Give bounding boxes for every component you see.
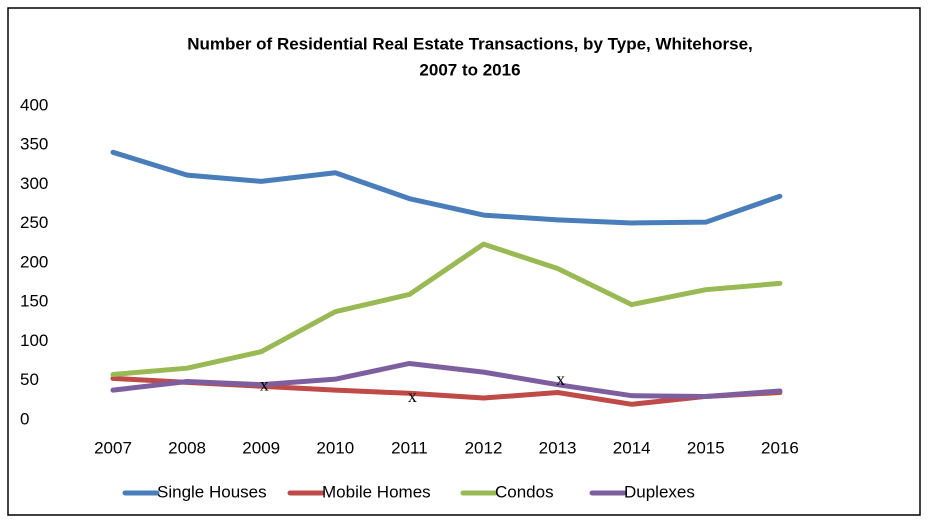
y-tick-label: 100 [20, 331, 48, 350]
x-tick-label: 2011 [391, 438, 428, 457]
x-tick-label: 2013 [539, 438, 577, 457]
annotation: x [260, 374, 269, 394]
chart-title: Number of Residential Real Estate Transa… [187, 34, 753, 53]
legend-label: Duplexes [624, 482, 695, 501]
y-tick-label: 150 [20, 292, 48, 311]
x-tick-label: 2010 [316, 438, 354, 457]
x-tick-label: 2012 [465, 438, 503, 457]
x-tick-label: 2016 [761, 438, 799, 457]
y-tick-label: 300 [20, 174, 48, 193]
x-tick-label: 2014 [613, 438, 651, 457]
legend-label: Condos [495, 482, 554, 501]
x-tick-label: 2008 [168, 438, 206, 457]
x-tick-label: 2015 [687, 438, 725, 457]
annotation: x [408, 386, 417, 406]
x-tick-label: 2009 [242, 438, 280, 457]
annotation: x [556, 369, 565, 389]
legend-label: Single Houses [157, 482, 267, 501]
y-tick-label: 400 [20, 95, 48, 114]
x-tick-label: 2007 [94, 438, 132, 457]
series-line [110, 149, 783, 226]
chart-title: 2007 to 2016 [419, 60, 520, 79]
y-tick-label: 200 [20, 252, 48, 271]
y-tick-label: 350 [20, 135, 48, 154]
y-tick-label: 50 [20, 370, 39, 389]
y-tick-label: 0 [20, 409, 29, 428]
y-tick-label: 250 [20, 213, 48, 232]
series-line [110, 241, 783, 377]
legend-label: Mobile Homes [322, 482, 431, 501]
series-line [110, 360, 783, 399]
chart-border [7, 7, 921, 516]
